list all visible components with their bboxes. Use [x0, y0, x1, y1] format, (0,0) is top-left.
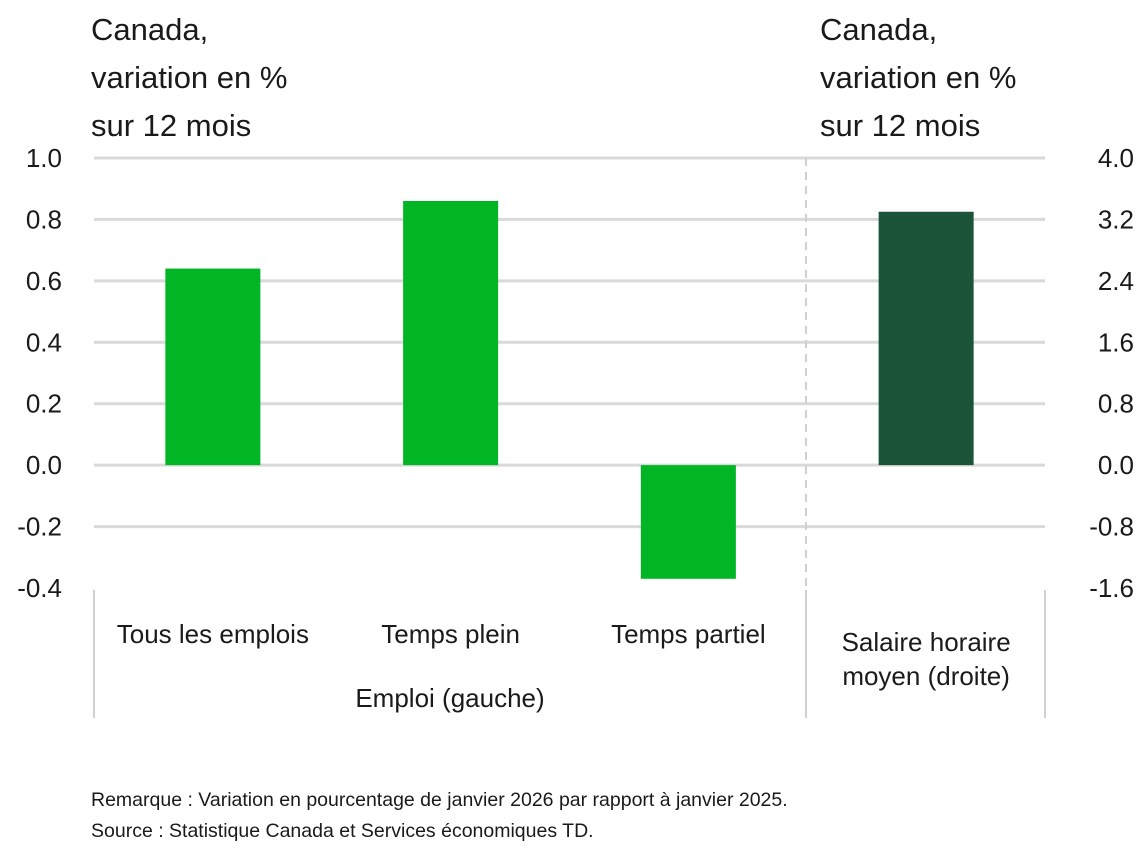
left-tick-label: 1.0	[26, 143, 62, 173]
right-tick-label: -0.8	[1089, 512, 1134, 542]
bar	[403, 201, 499, 466]
left-tick-label: 0.2	[26, 389, 62, 419]
category-label: moyen (droite)	[842, 661, 1010, 691]
right-tick-label: 3.2	[1098, 204, 1134, 234]
left-tick-label: 0.6	[26, 266, 62, 296]
left-axis-title: Canada, variation en % sur 12 mois	[91, 12, 288, 143]
category-label: Tous les emplois	[117, 619, 309, 649]
right-tick-label: 1.6	[1098, 327, 1134, 357]
category-label: Temps partiel	[611, 619, 766, 649]
source-note: Source : Statistique Canada et Services …	[91, 820, 594, 842]
group-label: Emploi (gauche)	[355, 683, 544, 713]
right-tick-label: 0.0	[1098, 450, 1134, 480]
left-tick-label: 0.4	[26, 327, 62, 357]
left-tick-label: -0.4	[17, 573, 62, 603]
bar	[878, 211, 974, 466]
bar	[640, 465, 736, 579]
right-axis-title: Canada, variation en % sur 12 mois	[820, 12, 1017, 143]
right-tick-label: 2.4	[1098, 266, 1134, 296]
bar	[165, 268, 261, 466]
left-tick-label: 0.0	[26, 450, 62, 480]
left-tick-label: -0.2	[17, 512, 62, 542]
right-tick-label: 0.8	[1098, 389, 1134, 419]
right-tick-label: 4.0	[1098, 143, 1134, 173]
category-label: Temps plein	[381, 619, 520, 649]
category-label: Salaire horaire	[842, 627, 1011, 657]
left-tick-label: 0.8	[26, 204, 62, 234]
remark-note: Remarque : Variation en pourcentage de j…	[91, 789, 788, 811]
right-tick-label: -1.6	[1089, 573, 1134, 603]
